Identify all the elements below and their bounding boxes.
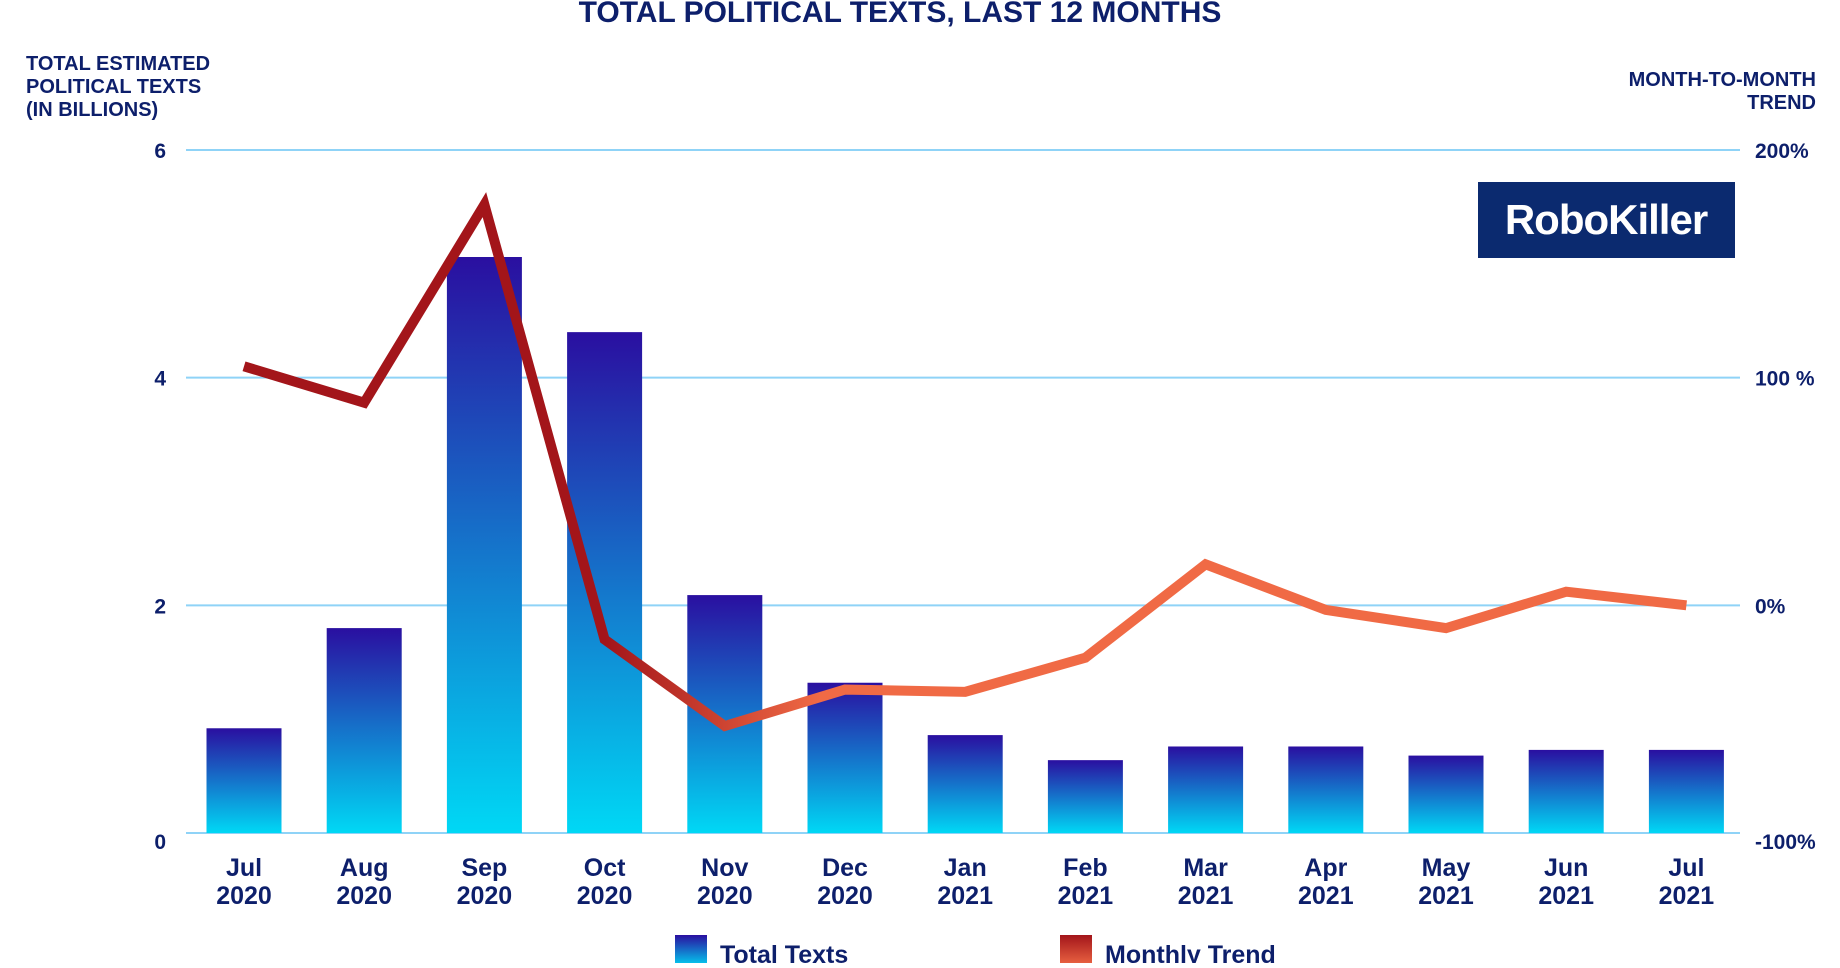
right-axis-label-line: MONTH-TO-MONTH (1629, 69, 1816, 91)
right-axis-label: MONTH-TO-MONTH TREND (1629, 69, 1816, 114)
legend-label-total-texts: Total Texts (720, 941, 848, 963)
x-tick-month: Sep (461, 854, 507, 882)
bar-total-texts (327, 628, 402, 833)
legend-swatch-total-texts (675, 935, 707, 963)
x-tick-month: Jun (1544, 854, 1588, 882)
y-tick-right: 100 % (1755, 368, 1815, 391)
x-tick-year: 2020 (577, 882, 633, 910)
y-tick-right: -100% (1755, 831, 1816, 854)
x-tick-year: 2020 (697, 882, 753, 910)
bar-total-texts (808, 683, 883, 833)
x-tick-year: 2020 (817, 882, 873, 910)
x-tick-month: Jan (944, 854, 987, 882)
x-tick-year: 2021 (1178, 882, 1234, 910)
left-axis-label-line: TOTAL ESTIMATED (26, 53, 210, 75)
bar-total-texts (1529, 750, 1604, 833)
x-tick-year: 2021 (1659, 882, 1715, 910)
x-tick-month: Dec (822, 854, 868, 882)
x-tick-month: Jul (226, 854, 262, 882)
bar-total-texts (447, 257, 522, 833)
x-tick-year: 2020 (336, 882, 392, 910)
x-tick-year: 2021 (1298, 882, 1354, 910)
bar-total-texts (1048, 760, 1123, 833)
bar-total-texts (1409, 756, 1484, 833)
x-tick-year: 2021 (1058, 882, 1114, 910)
x-tick-year: 2021 (937, 882, 993, 910)
x-tick-month: Mar (1183, 854, 1228, 882)
legend-label-monthly-trend: Monthly Trend (1105, 941, 1276, 963)
left-axis-label-line: POLITICAL TEXTS (26, 76, 201, 98)
bar-total-texts (1288, 746, 1363, 833)
y-tick-left: 4 (154, 368, 166, 391)
bar-total-texts (1649, 750, 1724, 833)
x-tick-year: 2021 (1418, 882, 1474, 910)
y-tick-right: 200% (1755, 140, 1809, 163)
y-tick-right: 0% (1755, 595, 1786, 618)
left-axis-label-line: (IN BILLIONS) (26, 99, 158, 121)
x-tick-month: Nov (701, 854, 748, 882)
logo-text: RoboKiller (1505, 196, 1708, 243)
y-tick-left: 0 (154, 831, 166, 854)
logo: RoboKiller (1478, 182, 1735, 258)
x-tick-year: 2020 (216, 882, 272, 910)
x-tick-month: Jul (1668, 854, 1704, 882)
legend-swatch-monthly-trend (1060, 935, 1092, 963)
x-tick-month: May (1422, 854, 1471, 882)
bar-total-texts (567, 332, 642, 833)
y-tick-left: 2 (154, 595, 166, 618)
x-tick-month: Apr (1304, 854, 1347, 882)
y-tick-left: 6 (154, 140, 166, 163)
chart-title: TOTAL POLITICAL TEXTS, LAST 12 MONTHS (579, 0, 1222, 29)
x-tick-month: Aug (340, 854, 389, 882)
bar-total-texts (1168, 746, 1243, 833)
x-tick-month: Oct (584, 854, 626, 882)
right-axis-label-line: TREND (1747, 92, 1816, 114)
bar-total-texts (928, 735, 1003, 833)
left-axis-label: TOTAL ESTIMATED POLITICAL TEXTS (IN BILL… (26, 53, 210, 121)
x-tick-year: 2021 (1538, 882, 1594, 910)
x-tick-month: Feb (1063, 854, 1107, 882)
legend: Total Texts Monthly Trend (675, 935, 1276, 963)
bar-total-texts (207, 728, 282, 833)
x-tick-year: 2020 (457, 882, 513, 910)
